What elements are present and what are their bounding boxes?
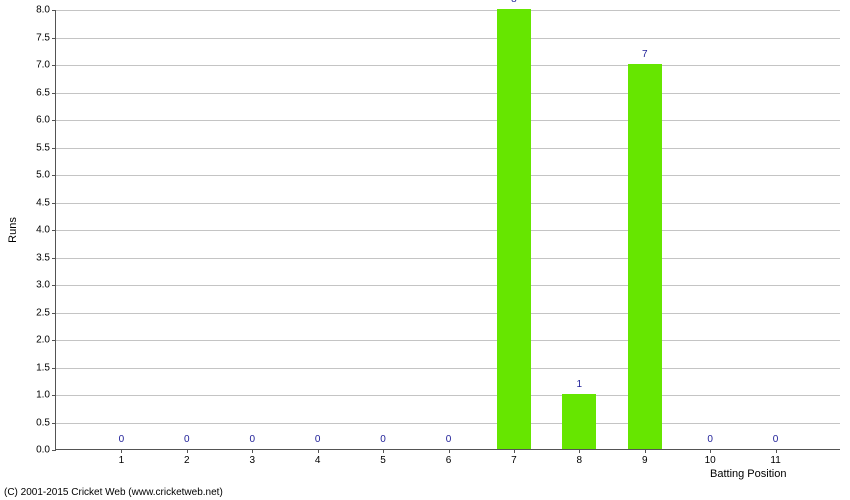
y-tick-label: 7.0 <box>36 60 50 71</box>
y-tick-mark <box>52 258 56 259</box>
gridline <box>56 313 840 314</box>
bar-value-label: 0 <box>773 434 779 445</box>
x-tick-label: 10 <box>705 455 716 466</box>
bar-value-label: 0 <box>249 434 255 445</box>
y-tick-label: 2.0 <box>36 335 50 346</box>
gridline <box>56 175 840 176</box>
bar-value-label: 8 <box>511 0 517 5</box>
y-tick-label: 2.5 <box>36 307 50 318</box>
y-tick-mark <box>52 313 56 314</box>
y-tick-label: 0.0 <box>36 445 50 456</box>
y-tick-label: 5.5 <box>36 142 50 153</box>
y-tick-label: 1.0 <box>36 390 50 401</box>
y-tick-mark <box>52 203 56 204</box>
gridline <box>56 120 840 121</box>
y-tick-mark <box>52 230 56 231</box>
y-tick-mark <box>52 450 56 451</box>
x-tick-label: 9 <box>642 455 648 466</box>
x-tick-mark <box>645 449 646 453</box>
gridline <box>56 230 840 231</box>
x-tick-label: 4 <box>315 455 321 466</box>
y-tick-mark <box>52 423 56 424</box>
y-tick-label: 5.0 <box>36 170 50 181</box>
y-tick-label: 0.5 <box>36 417 50 428</box>
y-tick-mark <box>52 120 56 121</box>
x-tick-mark <box>776 449 777 453</box>
y-tick-mark <box>52 340 56 341</box>
gridline <box>56 395 840 396</box>
gridline <box>56 148 840 149</box>
x-tick-mark <box>514 449 515 453</box>
gridline <box>56 93 840 94</box>
bar: 7 <box>628 64 662 449</box>
gridline <box>56 423 840 424</box>
x-tick-mark <box>318 449 319 453</box>
y-tick-mark <box>52 395 56 396</box>
gridline <box>56 340 840 341</box>
y-tick-mark <box>52 65 56 66</box>
x-tick-label: 8 <box>577 455 583 466</box>
x-tick-mark <box>449 449 450 453</box>
y-tick-mark <box>52 175 56 176</box>
bar-value-label: 0 <box>119 434 125 445</box>
bar-value-label: 0 <box>184 434 190 445</box>
y-tick-label: 1.5 <box>36 362 50 373</box>
gridline <box>56 203 840 204</box>
bar: 8 <box>497 9 531 449</box>
x-tick-label: 6 <box>446 455 452 466</box>
y-tick-label: 4.5 <box>36 197 50 208</box>
x-tick-label: 7 <box>511 455 517 466</box>
y-tick-mark <box>52 38 56 39</box>
y-tick-label: 6.5 <box>36 87 50 98</box>
gridline <box>56 10 840 11</box>
y-tick-label: 8.0 <box>36 5 50 16</box>
x-tick-label: 1 <box>119 455 125 466</box>
y-tick-mark <box>52 10 56 11</box>
gridline <box>56 258 840 259</box>
bar-value-label: 0 <box>446 434 452 445</box>
bar-value-label: 1 <box>577 379 583 390</box>
plot-area: 0.00.51.01.52.02.53.03.54.04.55.05.56.06… <box>55 10 840 450</box>
chart-container: 0.0 0.5 1.0 1.5 2.0 2.5 3.0 3.5 4.0 4.5 5.0 5.5 6.0 6… <box>0 0 850 500</box>
x-tick-mark <box>579 449 580 453</box>
bar-value-label: 0 <box>707 434 713 445</box>
x-axis-title: Batting Position <box>710 468 786 480</box>
bar-value-label: 0 <box>380 434 386 445</box>
y-tick-label: 3.0 <box>36 280 50 291</box>
y-tick-mark <box>52 148 56 149</box>
y-axis-title: Runs <box>7 217 19 243</box>
gridline <box>56 285 840 286</box>
x-tick-mark <box>252 449 253 453</box>
y-tick-mark <box>52 368 56 369</box>
chart-footer: (C) 2001-2015 Cricket Web (www.cricketwe… <box>4 487 223 498</box>
bar-value-label: 0 <box>315 434 321 445</box>
gridline <box>56 65 840 66</box>
y-tick-label: 6.0 <box>36 115 50 126</box>
x-tick-label: 11 <box>770 455 780 466</box>
y-tick-label: 4.0 <box>36 225 50 236</box>
y-tick-label: 3.5 <box>36 252 50 263</box>
gridline <box>56 368 840 369</box>
gridline <box>56 38 840 39</box>
x-tick-label: 2 <box>184 455 190 466</box>
y-tick-mark <box>52 285 56 286</box>
y-tick-mark <box>52 93 56 94</box>
x-tick-mark <box>121 449 122 453</box>
bar-value-label: 7 <box>642 49 648 60</box>
x-tick-mark <box>710 449 711 453</box>
x-tick-mark <box>383 449 384 453</box>
x-tick-mark <box>187 449 188 453</box>
y-tick-label: 7.5 <box>36 32 50 43</box>
x-tick-label: 3 <box>249 455 255 466</box>
x-tick-label: 5 <box>380 455 386 466</box>
bar: 1 <box>562 394 596 449</box>
